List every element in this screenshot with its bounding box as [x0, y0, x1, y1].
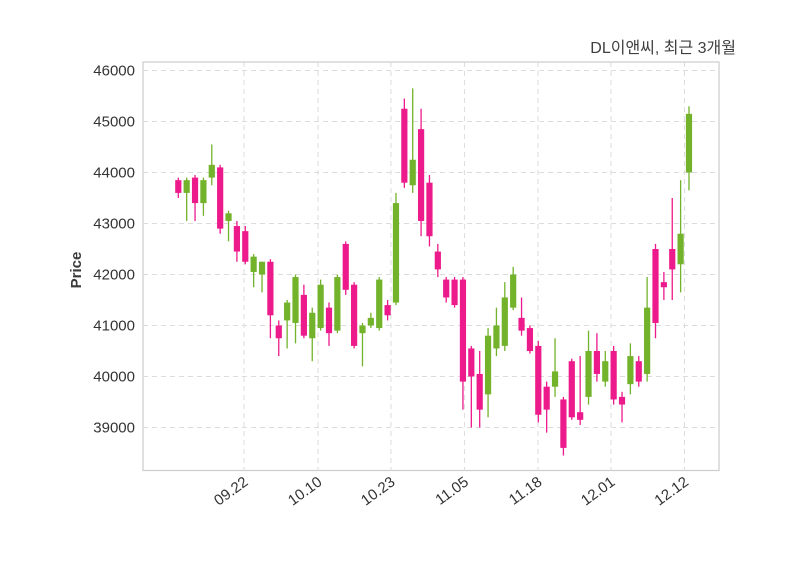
candle-down	[267, 261, 274, 316]
candle-down	[275, 325, 282, 339]
candle-up	[258, 261, 266, 275]
candle-wick	[554, 338, 556, 397]
candle-wick	[227, 210, 230, 242]
candle-down	[175, 180, 182, 193]
candle-up	[309, 312, 316, 339]
candle-down	[610, 351, 617, 400]
y-tick-label: 43000	[93, 216, 135, 233]
candle-wick	[186, 177, 188, 221]
x-tick-label: 11.18	[506, 473, 545, 508]
candle-down	[577, 412, 584, 420]
candle-down	[443, 279, 450, 298]
candle-up	[677, 233, 684, 265]
candle-down	[434, 251, 441, 270]
y-tick-label: 46000	[93, 63, 135, 80]
candle-up	[685, 113, 693, 173]
candle-up	[334, 277, 341, 331]
candle-wick	[520, 297, 523, 336]
candle-down	[342, 243, 349, 290]
candle-down	[476, 373, 483, 410]
candle-up	[367, 317, 374, 326]
x-tick-label: 12.01	[578, 473, 618, 509]
y-tick-label: 41000	[93, 318, 135, 335]
x-tick-label: 12.12	[651, 473, 691, 509]
candle-wick	[621, 391, 623, 423]
candle-down	[560, 399, 567, 448]
candle-up	[602, 361, 609, 382]
candle-wick	[261, 261, 263, 293]
candle-down	[417, 129, 425, 221]
candle-down	[593, 351, 600, 374]
candle-wick	[361, 322, 364, 367]
candle-up	[183, 180, 190, 193]
candle-down	[518, 317, 525, 331]
candle-down	[233, 226, 241, 252]
candle-wick	[286, 300, 288, 349]
candle-up	[376, 279, 383, 329]
y-axis-label: Price	[68, 252, 85, 289]
candle-up	[200, 180, 207, 204]
candle-up	[317, 284, 324, 329]
candle-up	[359, 325, 366, 334]
candle-up	[225, 213, 232, 221]
candle-down	[535, 345, 542, 415]
candle-wick	[470, 345, 472, 428]
candle-down	[618, 396, 626, 405]
candle-down	[543, 386, 550, 410]
candle-up	[409, 159, 416, 186]
y-tick-label: 40000	[93, 369, 135, 386]
candle-down	[660, 282, 667, 288]
candle-down	[351, 284, 358, 346]
candle-down	[451, 279, 458, 306]
candle-down	[300, 294, 307, 336]
candle-down	[669, 249, 676, 270]
candle-down	[191, 177, 199, 204]
y-tick-label: 42000	[93, 267, 135, 284]
candle-down	[459, 279, 467, 382]
candle-up	[585, 351, 592, 397]
candle-up	[627, 356, 634, 385]
candle-down	[242, 231, 249, 262]
candle-down	[426, 182, 433, 237]
candle-down	[401, 108, 408, 183]
candle-up	[644, 307, 651, 374]
candle-up	[510, 274, 517, 308]
x-tick-label: 10.10	[285, 473, 325, 509]
y-tick-label: 44000	[93, 165, 135, 182]
candle-up	[551, 371, 559, 387]
candle-down	[568, 361, 575, 418]
x-tick-label: 10.23	[358, 473, 398, 509]
candle-up	[292, 277, 299, 323]
candle-up	[250, 256, 257, 272]
x-tick-label: 09.22	[211, 473, 251, 509]
candle-down	[217, 167, 224, 229]
candle-down	[325, 307, 333, 334]
x-tick-label: 11.05	[432, 473, 471, 508]
candle-up	[493, 325, 500, 349]
candle-down	[526, 328, 534, 351]
candle-up	[501, 297, 508, 346]
candle-down	[652, 249, 659, 323]
candle-up	[284, 302, 291, 321]
chart-title: DL이앤씨, 최근 3개월	[590, 39, 736, 57]
candle-up	[208, 164, 215, 178]
candle-wick	[412, 88, 414, 193]
plot-area: 39000 40000 41000 42000 43000 44000 45000 46000…	[93, 61, 720, 509]
candle-down	[384, 305, 391, 316]
plot-frame	[142, 61, 720, 472]
y-tick-label: 39000	[93, 420, 135, 437]
candle-down	[468, 348, 475, 377]
candle-down	[635, 361, 642, 382]
y-tick-label: 45000	[93, 114, 135, 131]
candle-up	[392, 203, 400, 303]
candle-up	[484, 335, 492, 395]
candle-wick	[579, 356, 581, 425]
